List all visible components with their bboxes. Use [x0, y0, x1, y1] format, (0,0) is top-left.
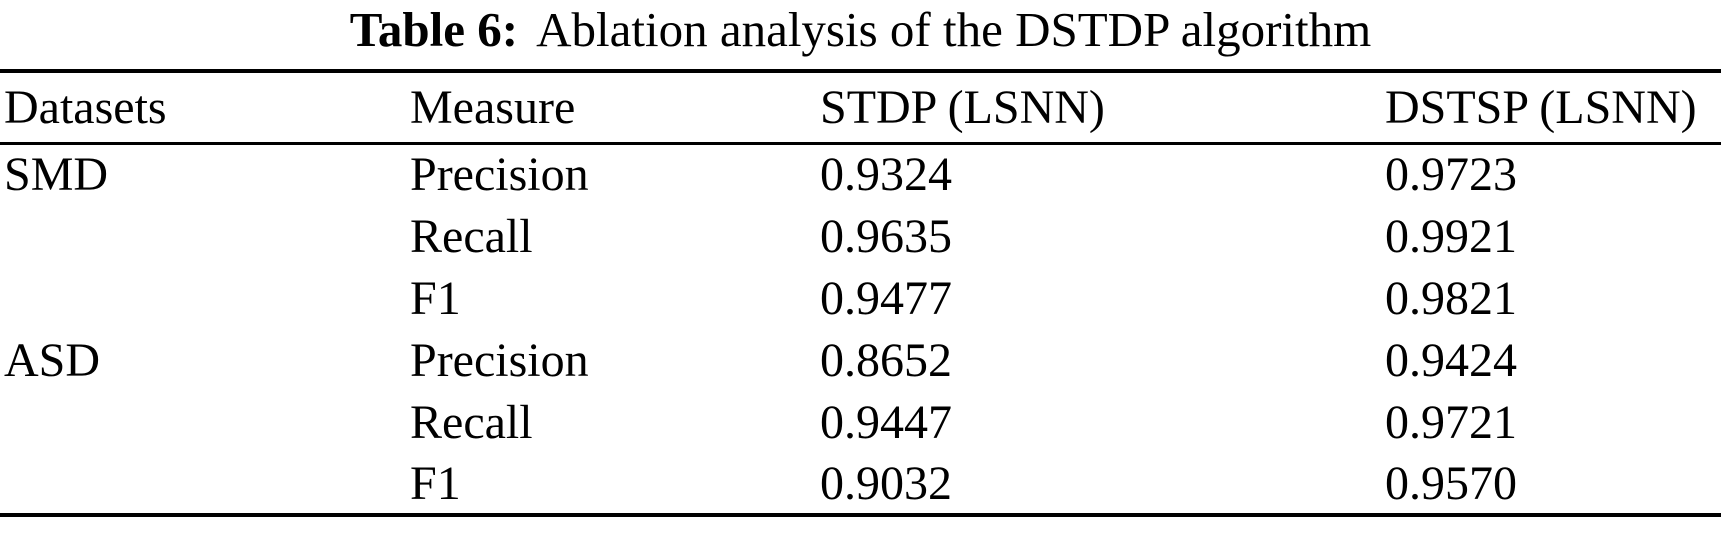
- measure-cell: F1: [410, 271, 461, 325]
- stdp-value-cell: 0.8652: [820, 333, 952, 387]
- table-caption-label: Table 6:: [349, 2, 519, 57]
- measure-cell: Recall: [410, 395, 533, 449]
- dstsp-value-cell: 0.9723: [1385, 148, 1517, 202]
- measure-cell: Precision: [410, 333, 589, 387]
- measure-cell: Precision: [410, 148, 589, 202]
- ablation-results-table: Datasets Measure STDP (LSNN) DSTSP (LSNN…: [0, 69, 1721, 517]
- table-header-row: Datasets Measure STDP (LSNN) DSTSP (LSNN…: [0, 71, 1721, 143]
- table-row: SMD Precision 0.9324 0.9723: [0, 143, 1721, 205]
- dataset-cell: [0, 205, 410, 267]
- measure-cell: F1: [410, 456, 461, 510]
- stdp-value-cell: 0.9447: [820, 395, 952, 449]
- table-row: Recall 0.9635 0.9921: [0, 205, 1721, 267]
- table-row: Recall 0.9447 0.9721: [0, 391, 1721, 453]
- column-header-datasets: Datasets: [4, 80, 167, 134]
- dstsp-value-cell: 0.9821: [1385, 271, 1517, 325]
- dataset-cell: [0, 453, 410, 515]
- dstsp-value-cell: 0.9721: [1385, 395, 1517, 449]
- dataset-cell: [0, 267, 410, 329]
- table-row: F1 0.9032 0.9570: [0, 453, 1721, 515]
- measure-cell: Recall: [410, 209, 533, 263]
- stdp-value-cell: 0.9032: [820, 456, 952, 510]
- table-row: F1 0.9477 0.9821: [0, 267, 1721, 329]
- stdp-value-cell: 0.9635: [820, 209, 952, 263]
- dstsp-value-cell: 0.9424: [1385, 333, 1517, 387]
- column-header-stdp-lsnn: STDP (LSNN): [820, 80, 1105, 134]
- stdp-value-cell: 0.9324: [820, 148, 952, 202]
- column-header-dstsp-lsnn: DSTSP (LSNN): [1385, 80, 1697, 134]
- table-row: ASD Precision 0.8652 0.9424: [0, 329, 1721, 391]
- dstsp-value-cell: 0.9921: [1385, 209, 1517, 263]
- table-caption-text: Ablation analysis of the DSTDP algorithm: [536, 2, 1372, 57]
- stdp-value-cell: 0.9477: [820, 271, 952, 325]
- dataset-cell: [0, 391, 410, 453]
- dataset-cell: SMD: [4, 148, 109, 202]
- dstsp-value-cell: 0.9570: [1385, 456, 1517, 510]
- table-caption: Table 6: Ablation analysis of the DSTDP a…: [0, 0, 1721, 60]
- dataset-cell: ASD: [4, 333, 101, 387]
- column-header-measure: Measure: [410, 80, 576, 134]
